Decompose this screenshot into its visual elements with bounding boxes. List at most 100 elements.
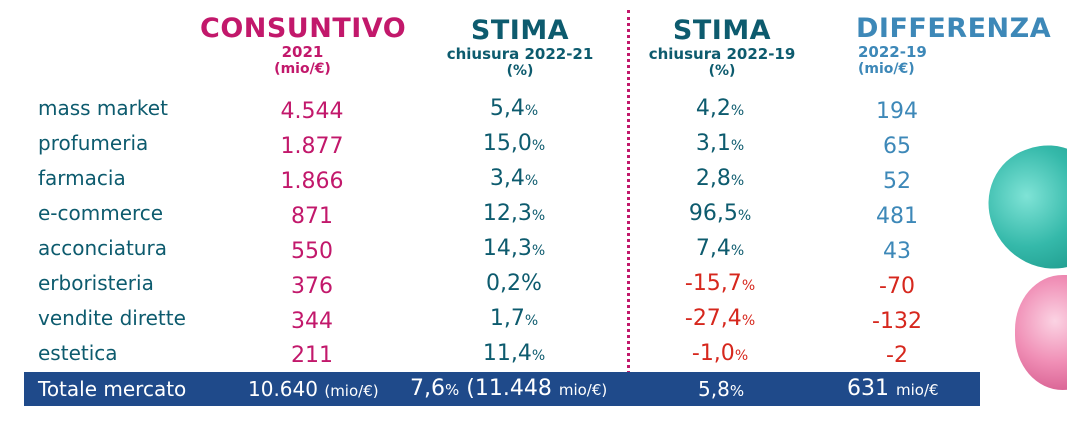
- stima-2022-19-number: -27,4: [684, 306, 742, 331]
- total-differenza: 631 mio/€: [847, 372, 939, 406]
- differenza-value: -132: [872, 309, 922, 334]
- total-stima-2022-21: 7,6% (11.448 mio/€): [410, 372, 607, 406]
- consuntivo-value: 550: [291, 239, 333, 264]
- total-label: Totale mercato: [38, 377, 187, 401]
- total-stima-2022-19-value: 5,8: [698, 377, 730, 401]
- differenza-value: -2: [886, 343, 908, 368]
- stima-2022-19-number: -15,7: [684, 271, 742, 296]
- header-stima-2022-19-unit: (%): [708, 63, 736, 79]
- consuntivo-value: 1.877: [280, 134, 344, 159]
- consuntivo-value: 1.866: [280, 169, 344, 194]
- stima-2022-21-value: 5,4%: [414, 96, 614, 121]
- stima-2022-19-percent: %: [730, 173, 745, 189]
- stima-2022-19-percent: %: [741, 278, 756, 294]
- total-row-bar: [24, 372, 980, 406]
- differenza-value: 43: [883, 239, 911, 264]
- total-consuntivo-value: 10.640: [248, 377, 318, 401]
- category-label: e-commerce: [38, 201, 164, 225]
- total-differenza-value: 631: [847, 376, 889, 401]
- header-differenza-title: DIFFERENZA: [856, 13, 1052, 44]
- total-stima-2022-21-extra-unit: mio/€): [558, 381, 608, 399]
- stima-2022-19-percent: %: [730, 243, 745, 259]
- stima-2022-21-number: 5,4: [489, 96, 525, 121]
- category-label: vendite dirette: [38, 306, 186, 330]
- header-stima-2022-21-sub: chiusura 2022-21: [446, 45, 594, 63]
- stima-2022-19-number: 7,4: [695, 236, 731, 261]
- total-stima-2022-21-value: 7,6: [410, 376, 445, 401]
- differenza-value: 52: [883, 169, 911, 194]
- stima-2022-19-value: -1,0%: [620, 341, 820, 366]
- stima-2022-21-number: 0,2%: [486, 271, 542, 296]
- total-stima-2022-19-percent: %: [729, 382, 745, 400]
- differenza-value: 65: [883, 134, 911, 159]
- total-stima-2022-19: 5,8%: [698, 372, 744, 406]
- stima-2022-19-percent: %: [741, 313, 756, 329]
- stima-2022-21-number: 15,0: [482, 131, 532, 156]
- total-differenza-unit: mio/€: [896, 381, 939, 399]
- consuntivo-value: 4.544: [280, 99, 344, 124]
- stima-2022-21-value: 12,3%: [414, 201, 614, 226]
- total-consuntivo: 10.640 (mio/€): [248, 372, 379, 406]
- header-stima-2022-21-unit: (%): [506, 63, 534, 79]
- stima-2022-21-number: 1,7: [489, 306, 525, 331]
- differenza-value: -70: [879, 274, 915, 299]
- differenza-value: 481: [876, 204, 918, 229]
- stima-2022-21-number: 12,3: [482, 201, 532, 226]
- stima-2022-21-percent: %: [531, 348, 546, 364]
- stima-2022-21-value: 3,4%: [414, 166, 614, 191]
- stima-2022-19-value: 2,8%: [620, 166, 820, 191]
- stima-2022-19-percent: %: [734, 348, 749, 364]
- stima-2022-21-percent: %: [531, 138, 546, 154]
- stima-2022-21-percent: %: [531, 208, 546, 224]
- stima-2022-21-value: 11,4%: [414, 341, 614, 366]
- stima-2022-19-number: 2,8: [695, 166, 731, 191]
- header-stima-2022-19: STIMA chiusura 2022-19 (%): [622, 15, 822, 80]
- stima-2022-19-value: 3,1%: [620, 131, 820, 156]
- stima-2022-21-value: 0,2%: [414, 271, 614, 296]
- category-label: mass market: [38, 96, 168, 120]
- stima-2022-21-percent: %: [524, 103, 539, 119]
- stima-2022-19-value: -27,4%: [620, 306, 820, 331]
- category-label: erboristeria: [38, 271, 154, 295]
- header-stima-2022-21-title: STIMA: [470, 15, 570, 46]
- header-consuntivo-unit: (mio/€): [274, 61, 331, 77]
- stima-2022-19-number: -1,0: [691, 341, 735, 366]
- stima-2022-19-percent: %: [737, 208, 752, 224]
- consuntivo-value: 376: [291, 274, 333, 299]
- stima-2022-19-value: 4,2%: [620, 96, 820, 121]
- stima-2022-21-value: 1,7%: [414, 306, 614, 331]
- stima-2022-19-number: 4,2: [695, 96, 731, 121]
- pink-paint-blob: [1015, 275, 1067, 390]
- header-differenza-unit: (mio/€): [858, 61, 915, 77]
- stima-2022-19-value: 96,5%: [620, 201, 820, 226]
- stima-2022-21-number: 14,3: [482, 236, 532, 261]
- column-divider: [627, 10, 630, 405]
- total-consuntivo-unit: (mio/€): [324, 382, 379, 400]
- stima-2022-21-value: 15,0%: [414, 131, 614, 156]
- header-differenza-sub: 2022-19: [858, 43, 927, 61]
- header-stima-2022-19-title: STIMA: [672, 15, 772, 46]
- stima-2022-19-value: -15,7%: [620, 271, 820, 296]
- category-label: estetica: [38, 341, 118, 365]
- stima-2022-19-percent: %: [730, 103, 745, 119]
- category-label: acconciatura: [38, 236, 167, 260]
- consuntivo-value: 871: [291, 204, 333, 229]
- header-stima-2022-21: STIMA chiusura 2022-21 (%): [420, 15, 620, 80]
- header-stima-2022-19-sub: chiusura 2022-19: [648, 45, 796, 63]
- stima-2022-21-percent: %: [531, 243, 546, 259]
- consuntivo-value: 211: [291, 343, 333, 368]
- stima-2022-21-number: 3,4: [489, 166, 525, 191]
- consuntivo-value: 344: [291, 309, 333, 334]
- differenza-value: 194: [876, 99, 918, 124]
- header-consuntivo: CONSUNTIVO 2021 (mio/€): [200, 13, 407, 78]
- stima-2022-21-value: 14,3%: [414, 236, 614, 261]
- stima-2022-19-number: 96,5: [688, 201, 738, 226]
- stima-2022-21-number: 11,4: [482, 341, 532, 366]
- total-stima-2022-21-extra: (11.448: [466, 376, 552, 401]
- stima-2022-21-percent: %: [524, 173, 539, 189]
- category-label: profumeria: [38, 131, 149, 155]
- header-differenza: DIFFERENZA 2022-19 (mio/€): [856, 13, 1052, 78]
- category-label: farmacia: [38, 166, 126, 190]
- header-consuntivo-sub: 2021: [281, 43, 324, 61]
- header-consuntivo-title: CONSUNTIVO: [200, 13, 407, 44]
